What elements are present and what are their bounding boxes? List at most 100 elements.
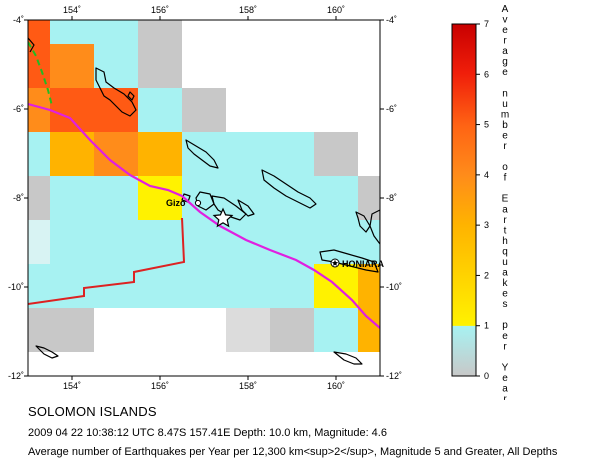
legend-title-letter: g	[502, 57, 508, 68]
grid-cell	[50, 88, 94, 132]
grid-cell	[94, 20, 138, 44]
lon-label-top-158: 158˚	[239, 5, 257, 15]
legend-tick-label: 6	[484, 69, 489, 79]
legend-title-letter: s	[503, 299, 508, 310]
lat-label-left-6: -6˚	[13, 104, 24, 114]
legend-tick-label: 2	[484, 270, 489, 280]
grid-cell	[226, 264, 270, 308]
grid-cell	[314, 220, 358, 264]
lon-label-bottom-154: 154˚	[63, 381, 81, 391]
grid-cell	[28, 44, 50, 88]
island-malaita-east	[369, 209, 380, 245]
grid-cell	[94, 88, 138, 132]
grid-cell	[138, 132, 182, 176]
legend-title-letter: e	[502, 289, 508, 300]
capital-star-icon	[331, 259, 339, 266]
grid-cell	[50, 264, 94, 308]
grid-cell	[50, 220, 94, 264]
legend-title-letter: n	[502, 88, 508, 99]
seismicity-grid	[28, 20, 380, 352]
legend-ticks: 0 1 2 3 4 5 6 7	[476, 19, 489, 381]
legend-title-letter: r	[503, 341, 507, 352]
lat-label-right-10: -10˚	[386, 282, 402, 292]
event-details: 2009 04 22 10:38:12 UTC 8.47S 157.41E De…	[28, 427, 387, 439]
grid-cell	[270, 264, 314, 308]
legend-title-letter: Y	[502, 362, 509, 373]
fault-line	[28, 41, 53, 107]
map-markers: Gizo HONIARA	[166, 198, 384, 269]
lat-label-left-8: -8˚	[13, 193, 24, 203]
legend-title-letter: m	[501, 109, 509, 120]
legend-title-letter: u	[502, 99, 508, 110]
grid-cell	[28, 132, 50, 176]
legend-title-letter: e	[502, 331, 508, 342]
legend-title-letter: e	[502, 130, 508, 141]
grid-cell	[358, 176, 380, 220]
legend-title-letter: v	[503, 15, 508, 26]
epicenter-star-icon	[212, 207, 234, 228]
lon-label-bottom-160: 160˚	[327, 381, 345, 391]
grid-cell	[28, 308, 50, 352]
legend-title-letter: a	[502, 204, 508, 215]
honiara-label: HONIARA	[342, 259, 384, 269]
legend-tick-label: 3	[484, 220, 489, 230]
island-vangunu	[237, 199, 255, 217]
island-guadalcanal	[319, 249, 379, 273]
legend-title-letter: t	[504, 225, 507, 236]
grid-cell	[28, 220, 50, 264]
legend-title-letter: E	[502, 194, 509, 205]
grid-cell	[50, 20, 94, 44]
grid-cell	[182, 220, 226, 264]
grid-cell	[28, 264, 50, 308]
grid-cell	[28, 88, 50, 132]
island-malaita	[355, 211, 371, 233]
grid-cell	[270, 132, 314, 176]
island-santa-isabel	[185, 139, 219, 169]
legend-title-letter: r	[503, 36, 507, 47]
island-bougainville	[95, 67, 137, 117]
grid-cell	[138, 20, 182, 44]
lon-label-bottom-156: 156˚	[151, 381, 169, 391]
lat-label-right-6: -6˚	[386, 104, 397, 114]
legend-tick-label: 0	[484, 371, 489, 381]
island-santa-isabel-east	[261, 169, 317, 209]
legend-title-letter: b	[502, 120, 508, 131]
legend-title-letter: r	[503, 394, 507, 400]
legend-title-letter: o	[502, 162, 508, 173]
lat-label-left-4: -4˚	[13, 15, 24, 25]
grid-cell	[50, 308, 94, 352]
coastlines	[28, 37, 380, 365]
grid-cell	[358, 264, 380, 308]
legend-title-letter: a	[502, 383, 508, 394]
seismicity-map: Gizo HONIARA 154˚ 156˚ 158˚ 160˚ 154˚ 15…	[8, 4, 509, 400]
island-southwest	[35, 345, 59, 359]
grid-cell	[138, 88, 182, 132]
grid-cell	[182, 176, 226, 220]
trench-line	[28, 217, 186, 305]
tick-marks	[24, 16, 384, 380]
lon-label-top-160: 160˚	[327, 5, 345, 15]
grid-cell	[226, 132, 270, 176]
legend-title-letter: q	[502, 246, 508, 257]
grid-cell	[94, 176, 138, 220]
grid-cell	[94, 132, 138, 176]
legend-title-letter: e	[502, 25, 508, 36]
gizo-label: Gizo	[166, 198, 186, 208]
legend-tick-label: 5	[484, 120, 489, 130]
grid-cell	[50, 44, 94, 88]
legend-title-letter: u	[502, 257, 508, 268]
grid-cell	[358, 220, 380, 264]
lat-label-right-12: -12˚	[386, 371, 402, 381]
region-title: SOLOMON ISLANDS	[28, 404, 157, 419]
legend-description: Average number of Earthquakes per Year p…	[28, 446, 558, 458]
lon-label-top-156: 156˚	[151, 5, 169, 15]
grid-cell	[94, 220, 138, 264]
grid-cell	[138, 44, 182, 88]
lat-label-right-8: -8˚	[386, 193, 397, 203]
legend-title-letter: e	[502, 67, 508, 78]
island-san-cristobal	[333, 351, 363, 365]
island-shortland	[127, 91, 135, 101]
legend-title-letter: a	[502, 268, 508, 279]
legend-title-letter: f	[504, 173, 507, 184]
